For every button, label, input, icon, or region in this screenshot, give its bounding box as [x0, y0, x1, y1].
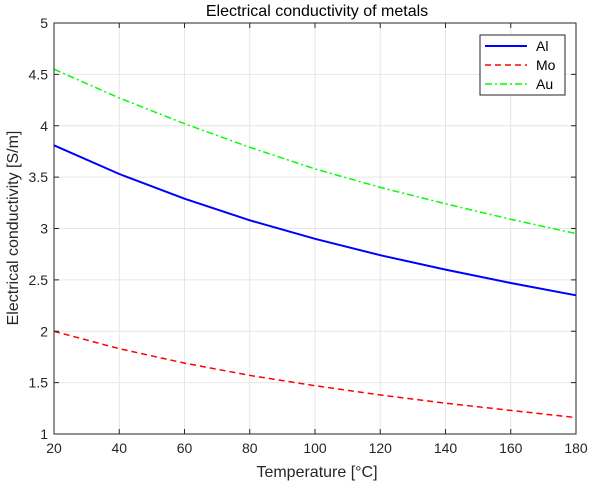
x-tick-label: 60 — [177, 440, 193, 456]
x-tick-label: 120 — [369, 440, 393, 456]
x-tick-label: 180 — [564, 440, 588, 456]
y-tick-label: 4 — [40, 118, 48, 134]
y-tick-label: 1 — [40, 426, 48, 442]
y-tick-label: 3.5 — [29, 169, 49, 185]
series-line-mo — [53, 330, 577, 419]
ticks — [53, 22, 577, 435]
x-tick-label: 20 — [46, 440, 62, 456]
y-tick-label: 1.5 — [29, 375, 49, 391]
x-tick-label: 160 — [499, 440, 523, 456]
x-tick-label: 40 — [111, 440, 127, 456]
x-tick-label: 140 — [434, 440, 458, 456]
legend-label-mo: Mo — [536, 57, 556, 73]
legend-label-au: Au — [536, 76, 553, 92]
y-axis-label: Electrical conductivity [S/m] — [5, 131, 22, 326]
y-tick-label: 4.5 — [29, 66, 49, 82]
tick-labels: 20 40 60 80 100 120 140 160 180 1 1.5 2 2.5 3 3.5 4 4.5 5 — [29, 15, 588, 456]
y-tick-label: 5 — [40, 15, 48, 31]
y-tick-label: 2 — [40, 323, 48, 339]
x-tick-label: 100 — [303, 440, 327, 456]
series-line-au — [53, 68, 577, 235]
x-axis-label: Temperature [°C] — [256, 464, 377, 481]
x-tick-label: 80 — [242, 440, 258, 456]
series-line-al — [53, 144, 577, 297]
legend: Al Mo Au — [479, 34, 566, 96]
y-tick-label: 3 — [40, 221, 48, 237]
y-tick-label: 2.5 — [29, 272, 49, 288]
legend-label-al: Al — [536, 38, 548, 54]
series-layer — [53, 68, 577, 419]
chart-title: Electrical conductivity of metals — [206, 3, 428, 20]
